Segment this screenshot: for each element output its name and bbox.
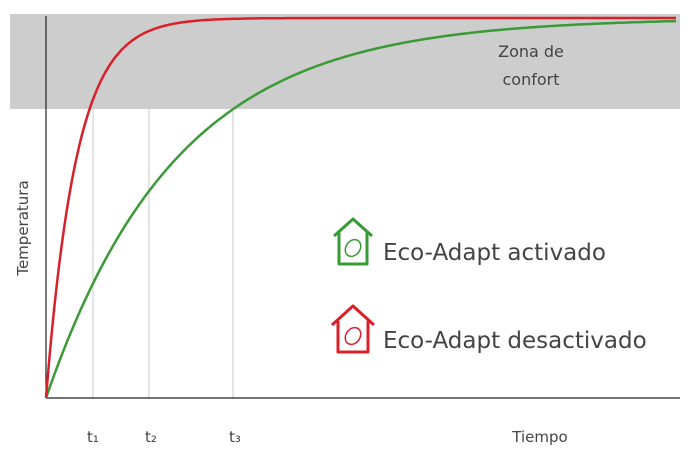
comfort-zone xyxy=(10,14,680,109)
time-marker: t₃ xyxy=(229,428,241,446)
zone-label: Zona de xyxy=(498,42,564,61)
zone-label: confort xyxy=(503,70,560,89)
curve-inactive xyxy=(44,16,676,399)
y-axis-label: Temperatura xyxy=(14,180,32,276)
time-marker: t₁ xyxy=(87,428,99,446)
x-axis-label: Tiempo xyxy=(511,428,567,446)
curve-active xyxy=(44,19,676,399)
legend-label: Eco-Adapt activado xyxy=(383,240,606,266)
legend-label: Eco-Adapt desactivado xyxy=(383,328,647,354)
icon-active xyxy=(332,217,374,266)
icon-inactive xyxy=(330,304,376,354)
time-marker: t₂ xyxy=(145,428,157,446)
